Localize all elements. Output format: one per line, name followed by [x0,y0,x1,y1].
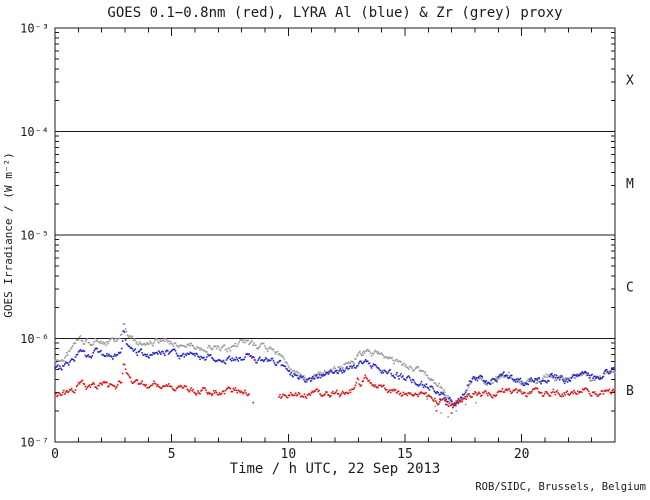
x-tick-label: 20 [514,447,530,462]
y-axis-ticks: 10⁻³ 10⁻⁴ 10⁻⁵ 10⁻⁶ 10⁻⁷ [20,22,615,450]
flare-class-x: X [626,73,634,88]
x-tick-label: 15 [397,447,413,462]
plot-area: 10⁻³ 10⁻⁴ 10⁻⁵ 10⁻⁶ 10⁻⁷0 5 10 15 20 X M C B [20,22,634,463]
y-tick-label: 10⁻⁵ [20,229,49,243]
scatter-red [252,359,453,414]
x-axis-ticks: 0 5 10 15 20 [51,28,616,462]
flare-threshold-lines [55,131,615,339]
credit-text: ROB/SIDC, Brussels, Belgium [475,481,646,493]
flare-class-c: C [626,280,634,295]
flare-class-b: B [626,384,634,399]
x-tick-label: 10 [281,447,297,462]
flare-class-labels: X M C B [626,73,634,399]
x-tick-label: 5 [168,447,176,462]
scatter-blue [439,398,454,409]
series-red [54,363,615,407]
x-axis-label: Time / h UTC, 22 Sep 2013 [230,461,441,477]
y-tick-label: 10⁻³ [20,22,49,36]
flare-class-m: M [626,177,634,192]
y-tick-label: 10⁻⁷ [20,436,49,450]
series-blue [54,330,616,407]
y-tick-label: 10⁻⁴ [20,125,49,139]
scatter-grey [362,354,477,418]
chart-title: GOES 0.1−0.8nm (red), LYRA Al (blue) & Z… [107,5,562,21]
y-tick-label: 10⁻⁶ [20,332,49,346]
x-tick-label: 0 [51,447,59,462]
y-axis-label: GOES Irradiance / (W m⁻²) [2,152,15,318]
